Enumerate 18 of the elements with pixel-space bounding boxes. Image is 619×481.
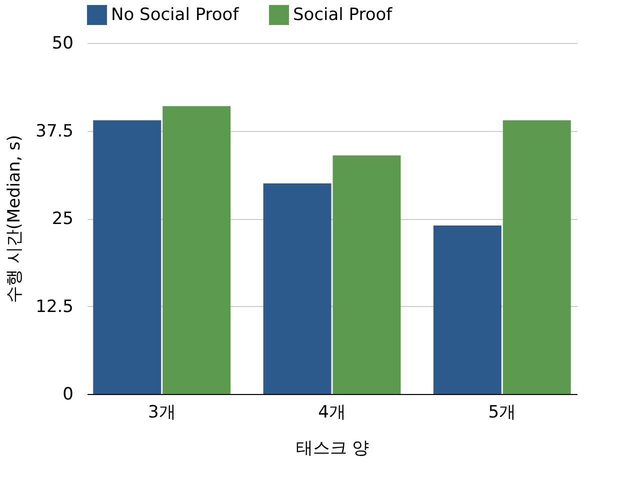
bar xyxy=(93,120,162,394)
bar xyxy=(433,226,502,394)
x-tick-label: 3개 xyxy=(148,402,176,422)
legend-label: No Social Proof xyxy=(111,5,240,25)
y-tick-label: 25 xyxy=(52,209,74,229)
bar xyxy=(263,183,332,394)
x-axis-title: 태스크 양 xyxy=(296,438,370,458)
x-tick-label: 5개 xyxy=(488,402,516,422)
y-tick-label: 37.5 xyxy=(36,121,74,142)
y-tick-label: 50 xyxy=(52,34,74,54)
y-tick-label: 0 xyxy=(62,384,74,404)
y-axis-title: 수행 시간(Median, s) xyxy=(4,134,25,304)
bar xyxy=(162,106,231,394)
legend-label: Social Proof xyxy=(293,5,394,25)
bar xyxy=(332,155,401,394)
x-tick-label: 4개 xyxy=(318,402,346,422)
bar xyxy=(502,120,571,394)
y-tick-label: 12.5 xyxy=(36,296,74,317)
